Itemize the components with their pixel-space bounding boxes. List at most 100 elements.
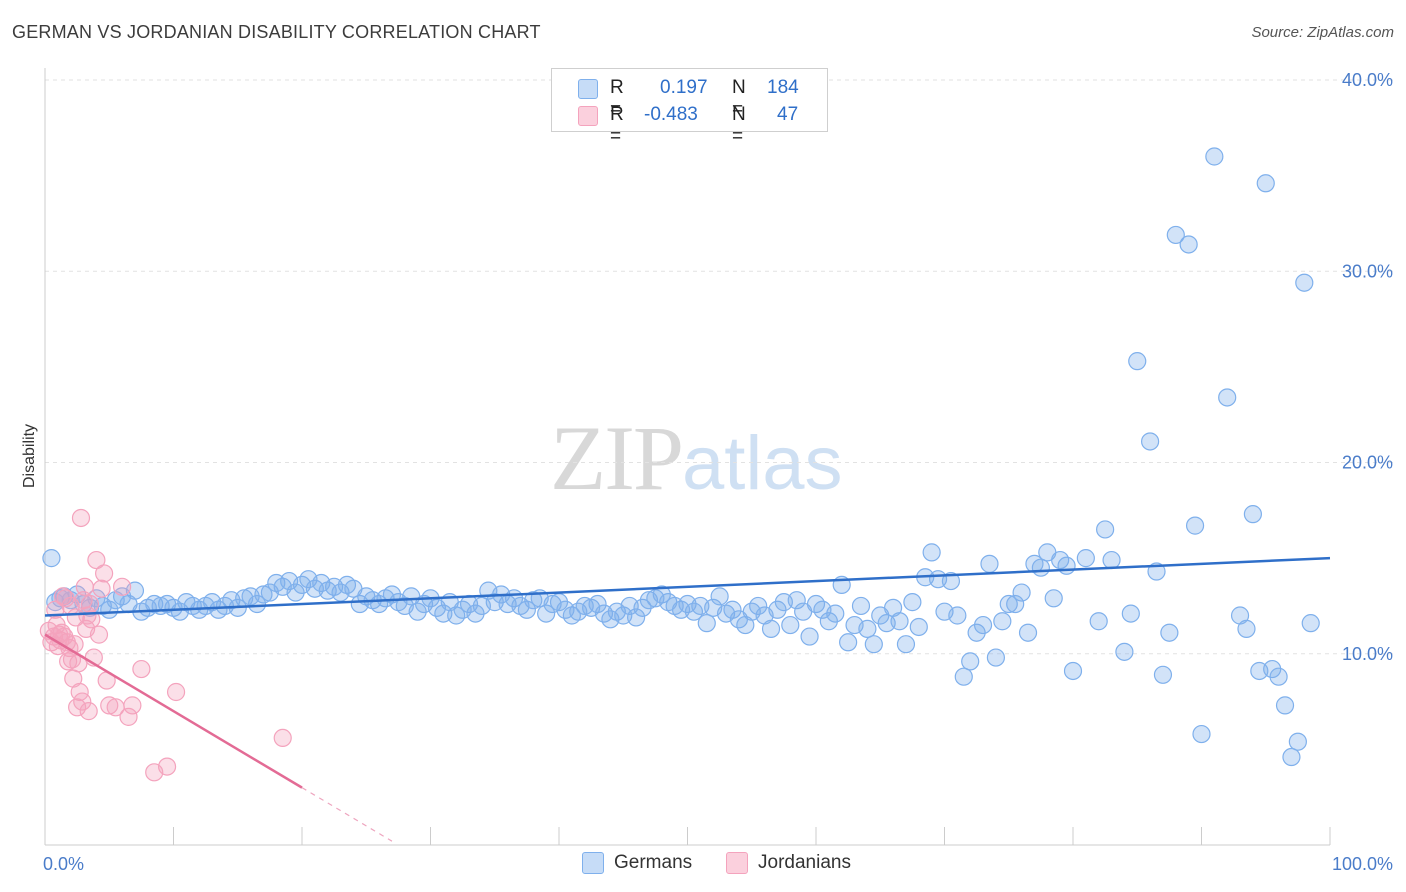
point-germans xyxy=(890,612,909,631)
bottom-legend-label: Jordanians xyxy=(758,852,851,873)
point-germans xyxy=(1301,614,1320,633)
point-germans xyxy=(781,615,800,635)
point-jordanians xyxy=(87,550,106,570)
point-jordanians xyxy=(79,702,98,721)
point-germans xyxy=(254,585,273,604)
point-germans xyxy=(1205,147,1224,166)
point-germans xyxy=(1295,273,1314,292)
tick-labels: 10.0% 20.0% 30.0% 40.0% 0.0% 100.0% xyxy=(43,70,1393,874)
point-germans xyxy=(1153,665,1173,684)
point-germans xyxy=(1218,388,1237,407)
watermark: ZIPatlas xyxy=(550,405,843,511)
point-germans xyxy=(1185,516,1205,535)
point-jordanians xyxy=(123,696,142,715)
point-germans xyxy=(851,596,871,616)
point-jordanians xyxy=(132,659,151,679)
point-germans xyxy=(1102,550,1121,570)
series-jordanians xyxy=(39,508,292,782)
point-jordanians xyxy=(82,610,101,629)
point-germans xyxy=(858,619,877,638)
grid-lines xyxy=(45,79,1395,655)
point-germans xyxy=(973,615,993,635)
point-germans xyxy=(247,594,267,614)
point-germans xyxy=(839,633,858,652)
point-germans xyxy=(524,591,543,610)
point-germans xyxy=(1160,623,1179,642)
point-germans xyxy=(626,608,646,627)
point-germans xyxy=(896,635,916,654)
point-germans xyxy=(1076,549,1095,568)
y-axis-label: Disability xyxy=(21,424,38,488)
point-germans xyxy=(961,652,980,671)
trend-germans xyxy=(44,556,1331,617)
point-germans xyxy=(1063,661,1083,681)
bottom-swatch-germans xyxy=(582,852,604,874)
point-germans xyxy=(710,587,729,606)
point-jordanians xyxy=(80,594,100,614)
x-tick-label-min: 0.0% xyxy=(43,854,84,874)
point-germans xyxy=(1089,612,1108,631)
source-label: Source: ZipAtlas.com xyxy=(1251,24,1394,41)
point-germans xyxy=(941,571,961,591)
point-jordanians xyxy=(112,577,132,596)
point-germans xyxy=(1275,696,1295,715)
series-germans xyxy=(42,147,1320,767)
point-jordanians xyxy=(166,682,186,702)
point-germans xyxy=(1243,505,1263,524)
watermark-zip: ZIP xyxy=(550,407,684,509)
point-germans xyxy=(980,554,999,573)
point-germans xyxy=(922,543,941,562)
point-germans xyxy=(909,617,928,637)
legend-r-label: R = xyxy=(610,104,624,147)
point-germans xyxy=(800,627,819,646)
x-tick-label-max: 100.0% xyxy=(1332,854,1393,874)
point-germans xyxy=(993,612,1012,631)
legend-r-value: -0.483 xyxy=(644,104,698,125)
point-germans xyxy=(723,600,742,619)
legend-swatch-jordanians xyxy=(578,106,598,126)
point-jordanians xyxy=(157,757,177,776)
point-jordanians xyxy=(89,625,109,644)
y-tick-label: 30.0% xyxy=(1342,261,1393,281)
point-germans xyxy=(1179,235,1198,254)
point-germans xyxy=(1031,558,1050,577)
legend-n-value: 47 xyxy=(777,104,799,125)
trend-lines xyxy=(44,556,1331,842)
point-germans xyxy=(1282,747,1301,767)
point-germans xyxy=(1192,724,1211,744)
point-germans xyxy=(1018,623,1038,642)
point-germans xyxy=(826,604,845,623)
point-germans xyxy=(1166,225,1185,245)
trend-jordanians-extension xyxy=(301,787,393,842)
chart-title: GERMAN VS JORDANIAN DISABILITY CORRELATI… xyxy=(12,22,541,42)
point-germans xyxy=(1269,667,1288,686)
point-jordanians xyxy=(68,698,87,717)
point-jordanians xyxy=(75,577,94,596)
point-germans xyxy=(1256,174,1275,193)
point-germans xyxy=(954,667,973,686)
legend-r-label: R = xyxy=(610,77,624,120)
trend-jordanians xyxy=(44,633,303,789)
point-germans xyxy=(1057,556,1076,575)
point-germans xyxy=(864,635,883,654)
point-germans xyxy=(1012,583,1031,602)
point-germans xyxy=(1140,432,1160,451)
point-germans xyxy=(588,594,607,614)
point-germans xyxy=(1121,604,1140,623)
point-germans xyxy=(1288,732,1307,751)
point-germans xyxy=(1128,352,1147,371)
legend: R = 0.197 N = 184 R = -0.483 N = 47 xyxy=(551,68,828,147)
point-germans xyxy=(1006,594,1025,614)
point-germans xyxy=(42,549,61,568)
point-jordanians xyxy=(273,728,292,748)
legend-n-value: 184 xyxy=(767,77,799,98)
point-jordanians xyxy=(92,579,111,598)
point-germans xyxy=(986,648,1006,667)
legend-r-value: 0.197 xyxy=(660,77,708,98)
point-jordanians xyxy=(53,587,73,606)
point-germans xyxy=(1237,619,1256,638)
y-tick-label: 20.0% xyxy=(1342,453,1393,473)
point-germans xyxy=(1044,589,1063,608)
point-germans xyxy=(697,614,716,633)
